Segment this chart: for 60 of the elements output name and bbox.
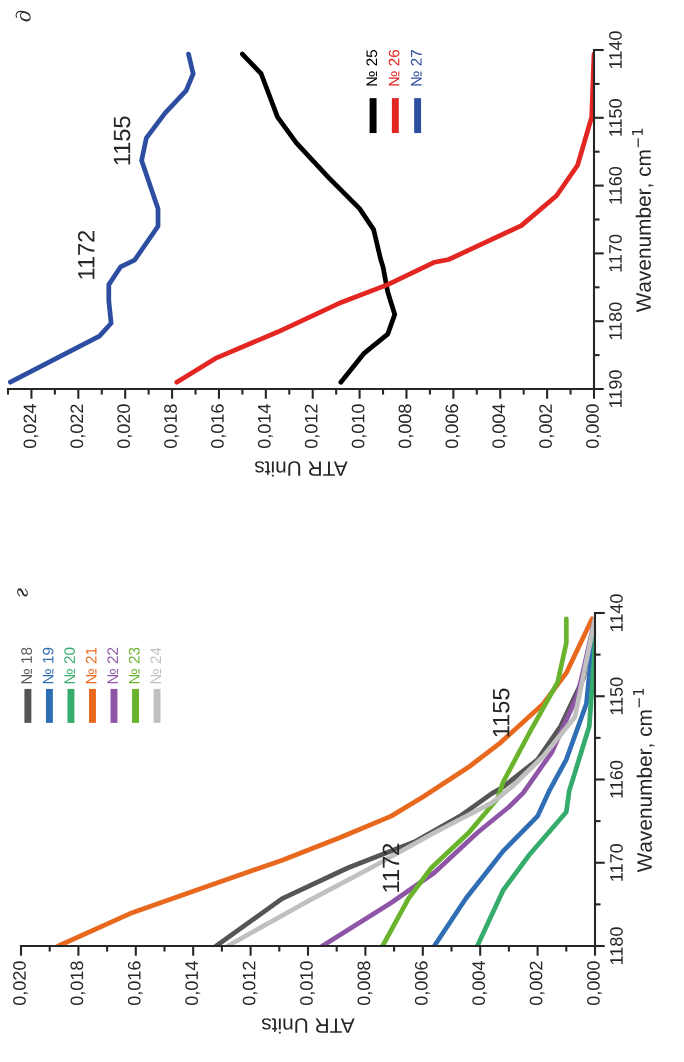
x-tick-label: 0,000	[586, 404, 601, 449]
text: № 23	[128, 647, 140, 684]
annotation: 1155	[493, 688, 510, 737]
line-series	[380, 616, 569, 946]
y-tick-label: 1190	[609, 370, 622, 408]
chart-title: д	[15, 10, 31, 22]
text: № 21	[85, 647, 97, 684]
x-tick-label: 0,016	[211, 404, 226, 449]
x-tick-label: 0,002	[539, 404, 555, 449]
x-tick-label: 0,018	[70, 961, 86, 1006]
text: № 19	[42, 647, 54, 684]
y-axis-title: Wavenumber, cm$^{−1}$	[633, 688, 655, 873]
x-axis-title: ATR Units	[255, 461, 348, 477]
x-tick-label: 0,010	[351, 404, 367, 449]
x-tick-label: 0,022	[70, 404, 86, 449]
line-series	[174, 51, 594, 385]
x-tick-label: 0,014	[257, 404, 273, 449]
annotation: 1172	[382, 843, 400, 892]
x-tick-label: 0,012	[242, 961, 258, 1006]
y-tick-label: 1150	[610, 677, 623, 715]
x-tick-label: 0,006	[445, 404, 461, 449]
text: № 26	[388, 50, 400, 86]
x-axis-title: ATR Units	[262, 1018, 355, 1034]
y-tick-label: 1160	[609, 166, 622, 204]
chart-title: г	[17, 588, 28, 597]
x-tick-label: 0,024	[23, 404, 39, 449]
x-tick-label: 0,004	[492, 404, 508, 449]
x-tick-label: 0,018	[164, 404, 180, 449]
y-tick-label: 1140	[610, 594, 623, 632]
text: № 27	[410, 50, 422, 86]
text: № 25	[366, 49, 378, 86]
annotation: 1172	[77, 230, 95, 279]
x-tick-label: 0,010	[300, 961, 315, 1006]
y-axis-title: Wavenumber, cm$^{−1}$	[632, 128, 654, 313]
text: № 18	[21, 647, 32, 684]
x-tick-label: 0,008	[398, 404, 414, 449]
x-tick-label: 0,012	[304, 404, 320, 449]
y-tick-label: 1170	[610, 844, 623, 881]
x-tick-label: 0,020	[13, 961, 28, 1006]
text: № 24	[150, 647, 161, 684]
y-tick-label: 1180	[609, 302, 622, 340]
x-tick-label: 0,020	[117, 404, 133, 449]
y-tick-label: 1160	[610, 760, 623, 798]
y-tick-label: 1180	[610, 927, 623, 965]
line-series	[55, 616, 595, 946]
y-tick-label: 1150	[609, 99, 622, 136]
x-tick-label: 0,000	[587, 961, 602, 1006]
y-tick-label: 1140	[609, 31, 622, 69]
y-tick-label: 1170	[609, 234, 622, 272]
annotation: 1155	[113, 116, 131, 165]
x-tick-label: 0,014	[185, 961, 201, 1006]
text: № 22	[107, 647, 118, 684]
x-tick-label: 0,008	[357, 961, 373, 1006]
x-tick-label: 0,002	[529, 961, 545, 1006]
text: № 20	[64, 647, 76, 684]
line-series	[8, 51, 196, 385]
x-tick-label: 0,016	[127, 961, 143, 1006]
line-series	[240, 51, 398, 385]
x-tick-label: 0,004	[472, 961, 488, 1006]
x-tick-label: 0,006	[414, 961, 430, 1006]
